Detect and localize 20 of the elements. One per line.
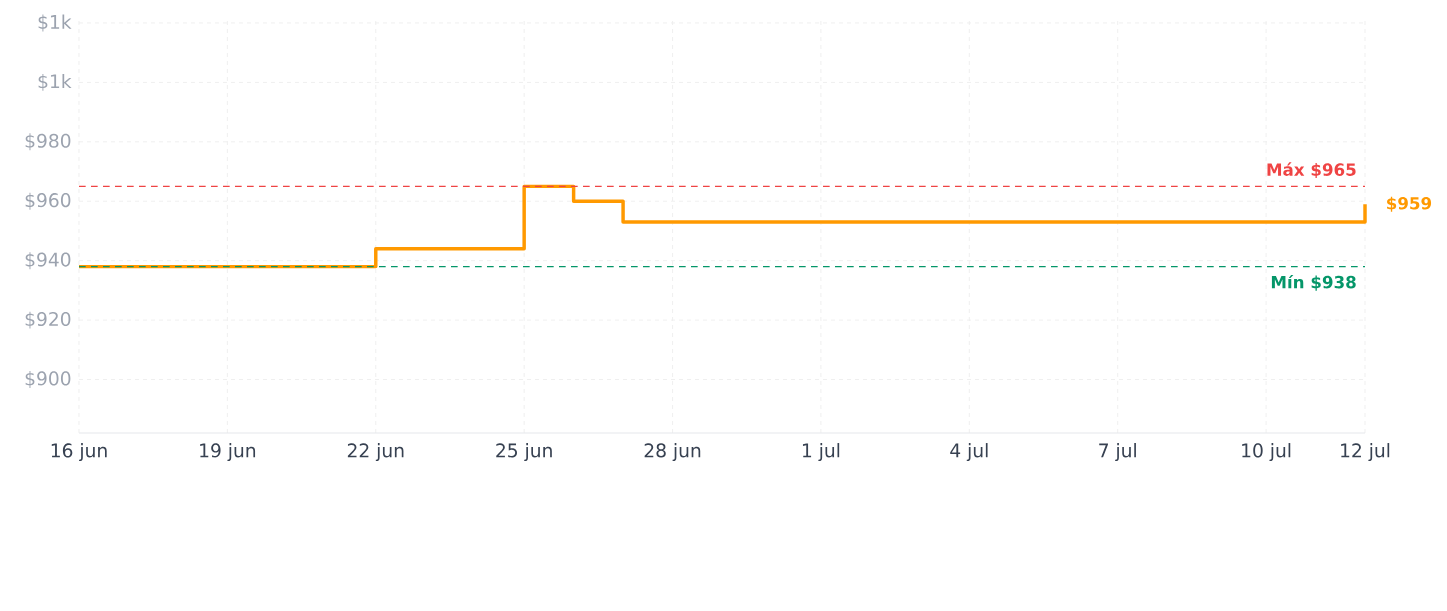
y-tick-label: $980	[25, 133, 71, 151]
x-tick-label: 16 jun	[51, 443, 107, 462]
x-tick-label: 19 jun	[200, 443, 256, 462]
annotation: $959	[1387, 196, 1432, 212]
x-tick-label: 4 jul	[950, 443, 988, 462]
y-tick-label: $920	[25, 311, 71, 329]
x-tick-label: 10 jul	[1242, 443, 1291, 462]
x-tick-label: 1 jul	[802, 443, 840, 462]
y-tick-label: $1k	[38, 14, 72, 32]
x-tick-label: 7 jul	[1099, 443, 1136, 462]
x-tick-label: 25 jun	[496, 443, 552, 462]
y-tick-label: $900	[25, 371, 71, 388]
x-tick-label: 12 jul	[1341, 443, 1390, 462]
y-tick-label: $960	[25, 192, 71, 210]
y-tick-label: $940	[25, 252, 71, 270]
y-tick-label: $1k	[38, 73, 72, 91]
ref-line-label: Máx $965	[1267, 162, 1356, 179]
ref-line-label: Mín $938	[1271, 274, 1356, 291]
x-tick-label: 28 jun	[644, 443, 701, 462]
x-tick-label: 22 jun	[347, 443, 404, 462]
